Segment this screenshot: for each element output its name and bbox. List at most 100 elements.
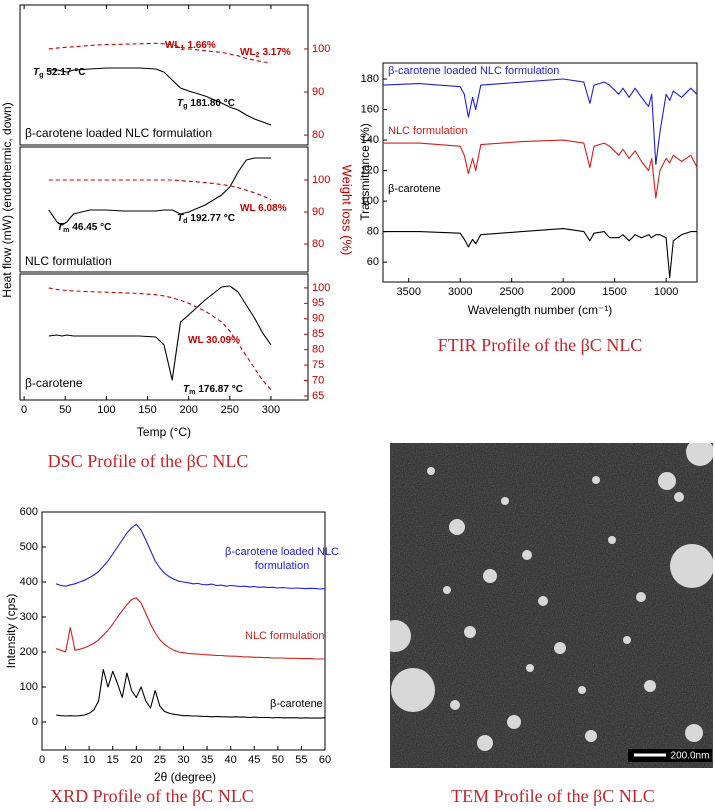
x-tick-label: 150 <box>138 0 156 3</box>
caption: TEM Profile of the βC NLC <box>451 786 655 806</box>
y2-tick-label: 95 <box>312 297 324 309</box>
series-line <box>383 139 698 199</box>
x-tick-label: 200 <box>180 404 198 416</box>
x-tick-label: 3500 <box>396 286 420 298</box>
y-axis-label: Heat flow (mW) (endothermic, down) <box>0 102 14 297</box>
series-line <box>48 285 272 381</box>
panel-label: β-carotene <box>25 376 83 390</box>
annotation: Td 192.77 °C <box>177 213 235 226</box>
x-tick-label: 60 <box>319 754 331 766</box>
scale-bar-label: 200.0nm <box>671 751 710 762</box>
series-line <box>48 179 272 201</box>
panel-label: NLC formulation <box>25 254 112 268</box>
x-tick-label: 30 <box>177 754 189 766</box>
y2-tick-label: 90 <box>312 206 324 218</box>
caption: XRD Profile of the βC NLC <box>50 786 254 806</box>
annotation-subscript: d <box>183 218 187 225</box>
series-label: NLC formulation <box>388 125 467 137</box>
annotation-text: WL 30.09% <box>188 335 240 346</box>
annotation-text: WL 6.08% <box>240 203 287 214</box>
series-line <box>55 597 325 660</box>
x-tick-label: 100 <box>97 404 115 416</box>
y-tick-label: 400 <box>20 576 38 588</box>
annotation-subscript: 1 <box>181 45 185 52</box>
y2-tick-label: 65 <box>312 390 324 402</box>
x-tick-label: 1000 <box>654 286 678 298</box>
y-tick-label: 80 <box>367 226 379 238</box>
annotation-text: 1.66% <box>187 40 215 51</box>
annotation-text: 192.77 °C <box>190 213 235 224</box>
x-tick-label: 45 <box>248 754 260 766</box>
x-tick-label: 50 <box>59 404 71 416</box>
y-tick-label: 160 <box>361 103 379 115</box>
annotation-symbol: T <box>183 384 190 395</box>
y-axis-label: Intensity (cps) <box>4 594 18 669</box>
y-tick-label: 180 <box>361 73 379 85</box>
x-tick-label: 0 <box>39 754 45 766</box>
series-line <box>56 668 326 719</box>
y-tick-label: 600 <box>20 506 38 518</box>
caption: DSC Profile of the βC NLC <box>48 451 249 471</box>
series-label: β-carotene <box>388 183 441 195</box>
x-axis-label: Temp (°C) <box>137 425 191 439</box>
y2-tick-label: 80 <box>312 344 324 356</box>
annotation-symbol: T <box>33 67 40 78</box>
y-tick-label: 100 <box>361 195 379 207</box>
plot-frame <box>19 273 309 401</box>
y-tick-label: 0 <box>32 716 38 728</box>
x-tick-label: 150 <box>138 404 156 416</box>
annotation: WL 6.08% <box>240 203 287 214</box>
y2-tick-label: 80 <box>312 238 324 250</box>
annotation-subscript: g <box>39 72 43 79</box>
annotation-text: 46.45 °C <box>72 222 111 233</box>
annotation: Tm 176.87 °C <box>183 384 243 397</box>
x-tick-label: 1500 <box>602 286 626 298</box>
y-tick-label: 500 <box>20 541 38 553</box>
series-line <box>48 42 272 64</box>
series-label: β-carotene loaded NLC formulation <box>388 65 559 77</box>
x-tick-label: 100 <box>97 0 115 3</box>
annotation-text: 3.17% <box>262 47 290 58</box>
x-axis-label: Wavelength number (cm⁻¹) <box>468 303 613 317</box>
annotation-text: 52.17 °C <box>46 67 85 78</box>
series-line <box>48 67 272 126</box>
x-tick-label: 0 <box>21 404 27 416</box>
x-tick-label: 55 <box>295 754 307 766</box>
y-tick-label: 140 <box>361 134 379 146</box>
annotation-symbol: WL <box>240 47 256 58</box>
x-tick-label: 50 <box>59 0 71 3</box>
series-line <box>383 228 697 278</box>
annotation-text: 181.80 °C <box>190 98 235 109</box>
x-tick-label: 2500 <box>499 286 523 298</box>
y2-tick-label: 90 <box>312 86 324 98</box>
y2-tick-label: 80 <box>312 129 324 141</box>
series-line <box>48 287 272 391</box>
y2-tick-label: 75 <box>312 359 324 371</box>
x-tick-label: 250 <box>221 404 239 416</box>
y2-tick-label: 70 <box>312 374 324 386</box>
y2-tick-label: 85 <box>312 328 324 340</box>
y-tick-label: 100 <box>20 681 38 693</box>
annotation-subscript: 2 <box>256 52 260 59</box>
plot-frame <box>19 146 309 273</box>
annotation-symbol: T <box>57 222 64 233</box>
x-axis-label: 2θ (degree) <box>154 770 216 784</box>
y2-tick-label: 100 <box>312 282 330 294</box>
tem-image <box>390 443 713 768</box>
y2-tick-label: 100 <box>312 174 330 186</box>
annotation: WL2 3.17% <box>240 47 291 60</box>
y2-axis-label: Weight loss (%) <box>340 165 355 256</box>
x-tick-label: 3000 <box>448 286 472 298</box>
annotation: Tg 181.80 °C <box>177 98 235 111</box>
series-label: NLC formulation <box>245 630 324 642</box>
annotation-symbol: WL <box>165 40 181 51</box>
x-tick-label: 300 <box>262 0 280 3</box>
x-tick-label: 0 <box>21 0 27 3</box>
x-tick-label: 300 <box>262 404 280 416</box>
annotation: WL1 1.66% <box>165 40 216 53</box>
x-tick-label: 10 <box>83 754 95 766</box>
series-line <box>55 523 326 590</box>
series-label: β-carotene <box>270 698 323 710</box>
annotation: Tm 46.45 °C <box>57 222 111 235</box>
